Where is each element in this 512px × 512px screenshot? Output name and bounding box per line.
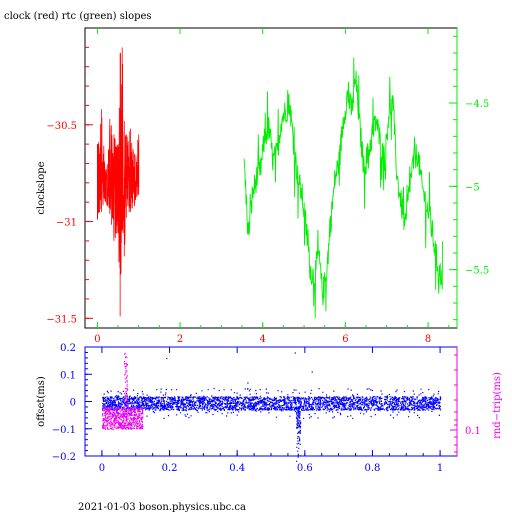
series-clock-red (97, 47, 140, 317)
top-x-tick-label: 2 (177, 334, 183, 345)
top-panel: 0 2 4 6 8 −30.5 −31 −31.5 −4.5 −5 −5.5 clockslop… (36, 27, 489, 345)
bottom-x-tick-label: 0.6 (297, 463, 313, 474)
bottom-y-tick-label: −0.2 (52, 452, 76, 463)
top-left-y-axis: −30.5 −31 −31.5 (46, 46, 93, 325)
bottom-right-y-axis-label: rnd−trip(ms) (492, 372, 503, 439)
top-left-y-tick-label: −30.5 (46, 121, 77, 132)
roundtrip-points (101, 352, 144, 430)
bottom-y-axis-label: offset(ms) (36, 376, 47, 427)
top-right-y-tick-label: −4.5 (465, 99, 489, 110)
chart-title: clock (red) rtc (green) slopes (4, 11, 152, 22)
bottom-left-y-axis: 0.2 0.1 0 −0.1 −0.2 (52, 343, 92, 463)
top-left-y-tick-label: −31.5 (46, 314, 77, 325)
bottom-x-tick-label: 0.4 (229, 463, 245, 474)
bottom-panel: 0 0.2 0.4 0.6 0.8 1 0.2 0.1 0 −0.1 −0.2 0.1 offse… (36, 343, 503, 474)
series-roundtrip-magenta (101, 352, 144, 430)
top-right-y-tick-label: −5.5 (465, 266, 489, 277)
bottom-right-y-tick-label: 0.1 (465, 426, 481, 437)
series-rtc-green (243, 57, 443, 319)
bottom-x-tick-label: 0 (99, 463, 105, 474)
top-right-y-axis: −4.5 −5 −5.5 (449, 28, 489, 328)
rtc-slope-line (243, 57, 443, 319)
offset-points (101, 352, 442, 462)
bottom-y-tick-label: −0.1 (52, 425, 76, 436)
bottom-x-tick-label: 0.2 (162, 463, 178, 474)
top-x-axis: 0 2 4 6 8 (94, 28, 450, 345)
bottom-right-y-axis: 0.1 (450, 347, 481, 456)
top-right-y-tick-label: −5 (465, 182, 480, 193)
bottom-y-tick-label: 0.1 (60, 370, 76, 381)
top-x-tick-label: 6 (342, 334, 348, 345)
series-offset-blue (101, 352, 442, 462)
bottom-y-tick-label: 0 (70, 398, 76, 409)
top-y-axis-label: clockslope (36, 161, 47, 214)
top-left-y-tick-label: −31 (56, 218, 77, 229)
top-x-tick-label: 4 (260, 334, 266, 345)
top-x-tick-label: 8 (425, 334, 431, 345)
bottom-x-axis: 0 0.2 0.4 0.6 0.8 1 (99, 347, 443, 474)
bottom-y-tick-label: 0.2 (60, 343, 76, 354)
bottom-x-tick-label: 1 (437, 463, 443, 474)
footer-host-date: 2021-01-03 boson.physics.ubc.ca (78, 502, 246, 512)
top-x-tick-label: 0 (94, 334, 100, 345)
bottom-x-tick-label: 0.8 (365, 463, 381, 474)
